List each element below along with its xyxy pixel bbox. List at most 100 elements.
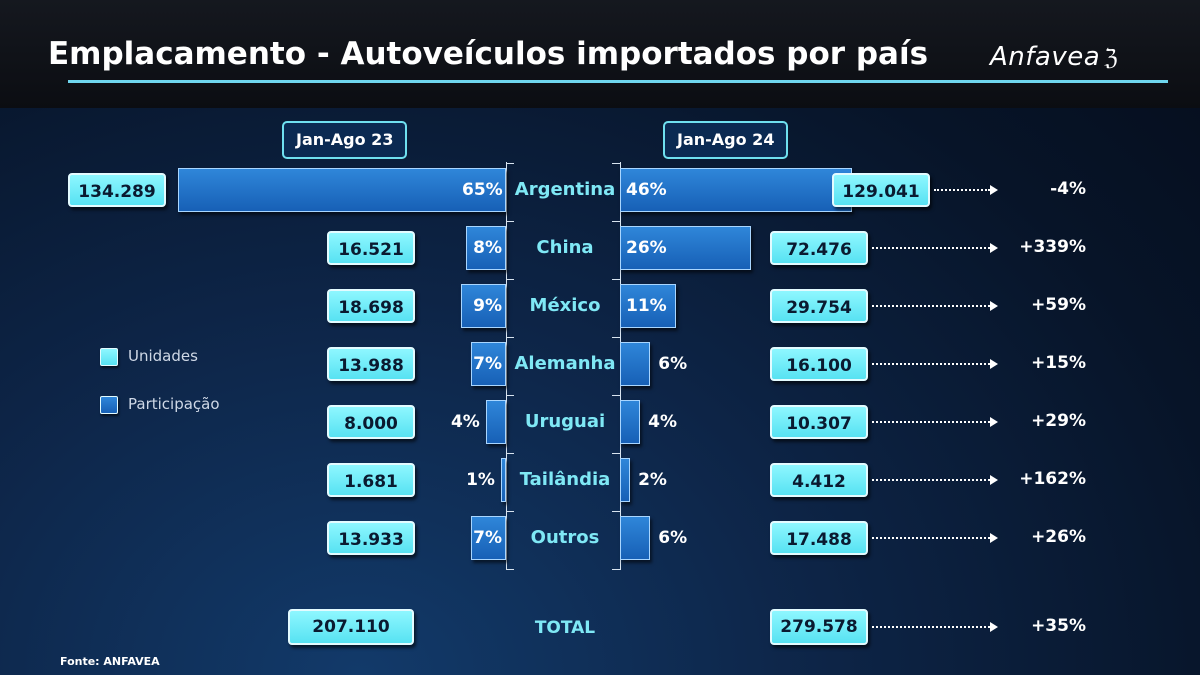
share-label-2023: 9% xyxy=(473,296,502,316)
units-2023: 13.988 xyxy=(327,347,415,381)
title-underline xyxy=(68,80,1168,83)
page-title: Emplacamento - Autoveículos importados p… xyxy=(48,36,929,72)
variation-arrow xyxy=(872,537,990,541)
share-bar-2023 xyxy=(178,168,506,212)
legend-share-swatch xyxy=(100,396,118,414)
variation-arrow xyxy=(872,421,990,425)
variation-arrow xyxy=(934,189,990,193)
share-label-2023: 4% xyxy=(450,412,480,432)
share-label-2024: 6% xyxy=(658,528,688,548)
total-units-2023: 207.110 xyxy=(288,609,414,645)
period-label-2023: Jan-Ago 23 xyxy=(282,121,408,159)
legend-share-label: Participação xyxy=(128,395,220,413)
units-2024: 17.488 xyxy=(770,521,868,555)
category-label: Outros xyxy=(530,527,600,548)
bracket-tick-left xyxy=(506,279,514,280)
share-bar-2023 xyxy=(465,226,506,270)
units-2024: 10.307 xyxy=(770,405,868,439)
share-label-2023: 7% xyxy=(473,528,502,548)
variation-value: +15% xyxy=(1031,353,1086,373)
variation-value: +26% xyxy=(1031,527,1086,547)
share-bar-2024 xyxy=(620,400,641,444)
category-label: Alemanha xyxy=(514,353,616,374)
share-label-2024: 6% xyxy=(658,354,688,374)
source-note: Fonte: ANFAVEA xyxy=(60,655,160,668)
units-2023: 134.289 xyxy=(68,173,166,207)
total-variation: +35% xyxy=(1031,616,1086,636)
total-units-2024: 279.578 xyxy=(770,609,868,645)
share-bar-2024 xyxy=(620,168,853,212)
period-label-2024: Jan-Ago 24 xyxy=(663,121,789,159)
variation-arrowhead-icon xyxy=(990,301,998,311)
share-bar-2024 xyxy=(620,284,676,328)
share-bar-2023 xyxy=(460,284,506,328)
bracket-tick-left xyxy=(506,511,514,512)
variation-value: +162% xyxy=(1019,469,1086,489)
variation-arrow xyxy=(872,247,990,251)
share-bar-2023 xyxy=(485,400,506,444)
share-label-2024: 26% xyxy=(626,238,667,258)
share-bar-2024 xyxy=(620,342,651,386)
bracket-tick-right xyxy=(612,395,620,396)
bracket-tick-left xyxy=(506,221,514,222)
share-label-2024: 46% xyxy=(626,180,667,200)
share-bar-2024 xyxy=(620,516,651,560)
units-2023: 18.698 xyxy=(327,289,415,323)
bracket-tick-right xyxy=(612,221,620,222)
variation-arrowhead-icon xyxy=(990,475,998,485)
share-bar-2024 xyxy=(620,458,631,502)
units-2023: 8.000 xyxy=(327,405,415,439)
units-2023: 1.681 xyxy=(327,463,415,497)
bracket-tick-left xyxy=(506,337,514,338)
share-bar-2023 xyxy=(470,342,506,386)
share-label-2023: 65% xyxy=(462,180,503,200)
category-label: Tailândia xyxy=(519,469,611,490)
units-2024: 16.100 xyxy=(770,347,868,381)
category-label: China xyxy=(536,237,594,258)
category-bracket-left xyxy=(506,162,507,570)
total-label: TOTAL xyxy=(534,618,596,638)
units-2023: 13.933 xyxy=(327,521,415,555)
variation-arrowhead-icon xyxy=(990,533,998,543)
share-bar-2024 xyxy=(620,226,752,270)
units-2024: 4.412 xyxy=(770,463,868,497)
units-2024: 29.754 xyxy=(770,289,868,323)
share-label-2023: 1% xyxy=(466,470,495,490)
bracket-tick-left xyxy=(506,569,514,570)
bracket-tick-right xyxy=(612,163,620,164)
variation-arrowhead-icon xyxy=(990,243,998,253)
variation-arrow xyxy=(872,479,990,483)
variation-value: +339% xyxy=(1019,237,1086,257)
variation-value: +59% xyxy=(1031,295,1086,315)
bracket-tick-right xyxy=(612,569,620,570)
bracket-tick-left xyxy=(506,163,514,164)
bracket-tick-right xyxy=(612,511,620,512)
share-label-2023: 7% xyxy=(473,354,502,374)
share-bar-2023 xyxy=(500,458,506,502)
variation-value: +29% xyxy=(1031,411,1086,431)
units-2023: 16.521 xyxy=(327,231,415,265)
total-arrowhead-icon xyxy=(990,622,998,632)
header-bar: Emplacamento - Autoveículos importados p… xyxy=(0,0,1200,108)
share-label-2023: 8% xyxy=(473,238,502,258)
total-arrow xyxy=(872,626,990,630)
share-bar-2023 xyxy=(470,516,506,560)
bracket-tick-right xyxy=(612,453,620,454)
bracket-tick-right xyxy=(612,279,620,280)
variation-arrowhead-icon xyxy=(990,417,998,427)
variation-value: -4% xyxy=(1050,179,1086,199)
category-label: México xyxy=(529,295,601,316)
variation-arrowhead-icon xyxy=(990,185,998,195)
bracket-tick-right xyxy=(612,337,620,338)
logo-text: Anfavea xyxy=(990,42,1101,72)
variation-arrow xyxy=(872,305,990,309)
units-2024: 72.476 xyxy=(770,231,868,265)
share-label-2024: 2% xyxy=(638,470,667,490)
units-2024: 129.041 xyxy=(832,173,930,207)
category-label: Argentina xyxy=(514,179,616,200)
bracket-tick-left xyxy=(506,453,514,454)
category-label: Uruguai xyxy=(524,411,606,432)
legend-units-label: Unidades xyxy=(128,347,198,365)
share-label-2024: 11% xyxy=(626,296,667,316)
logo-mark-icon: ℨ xyxy=(1104,46,1119,71)
